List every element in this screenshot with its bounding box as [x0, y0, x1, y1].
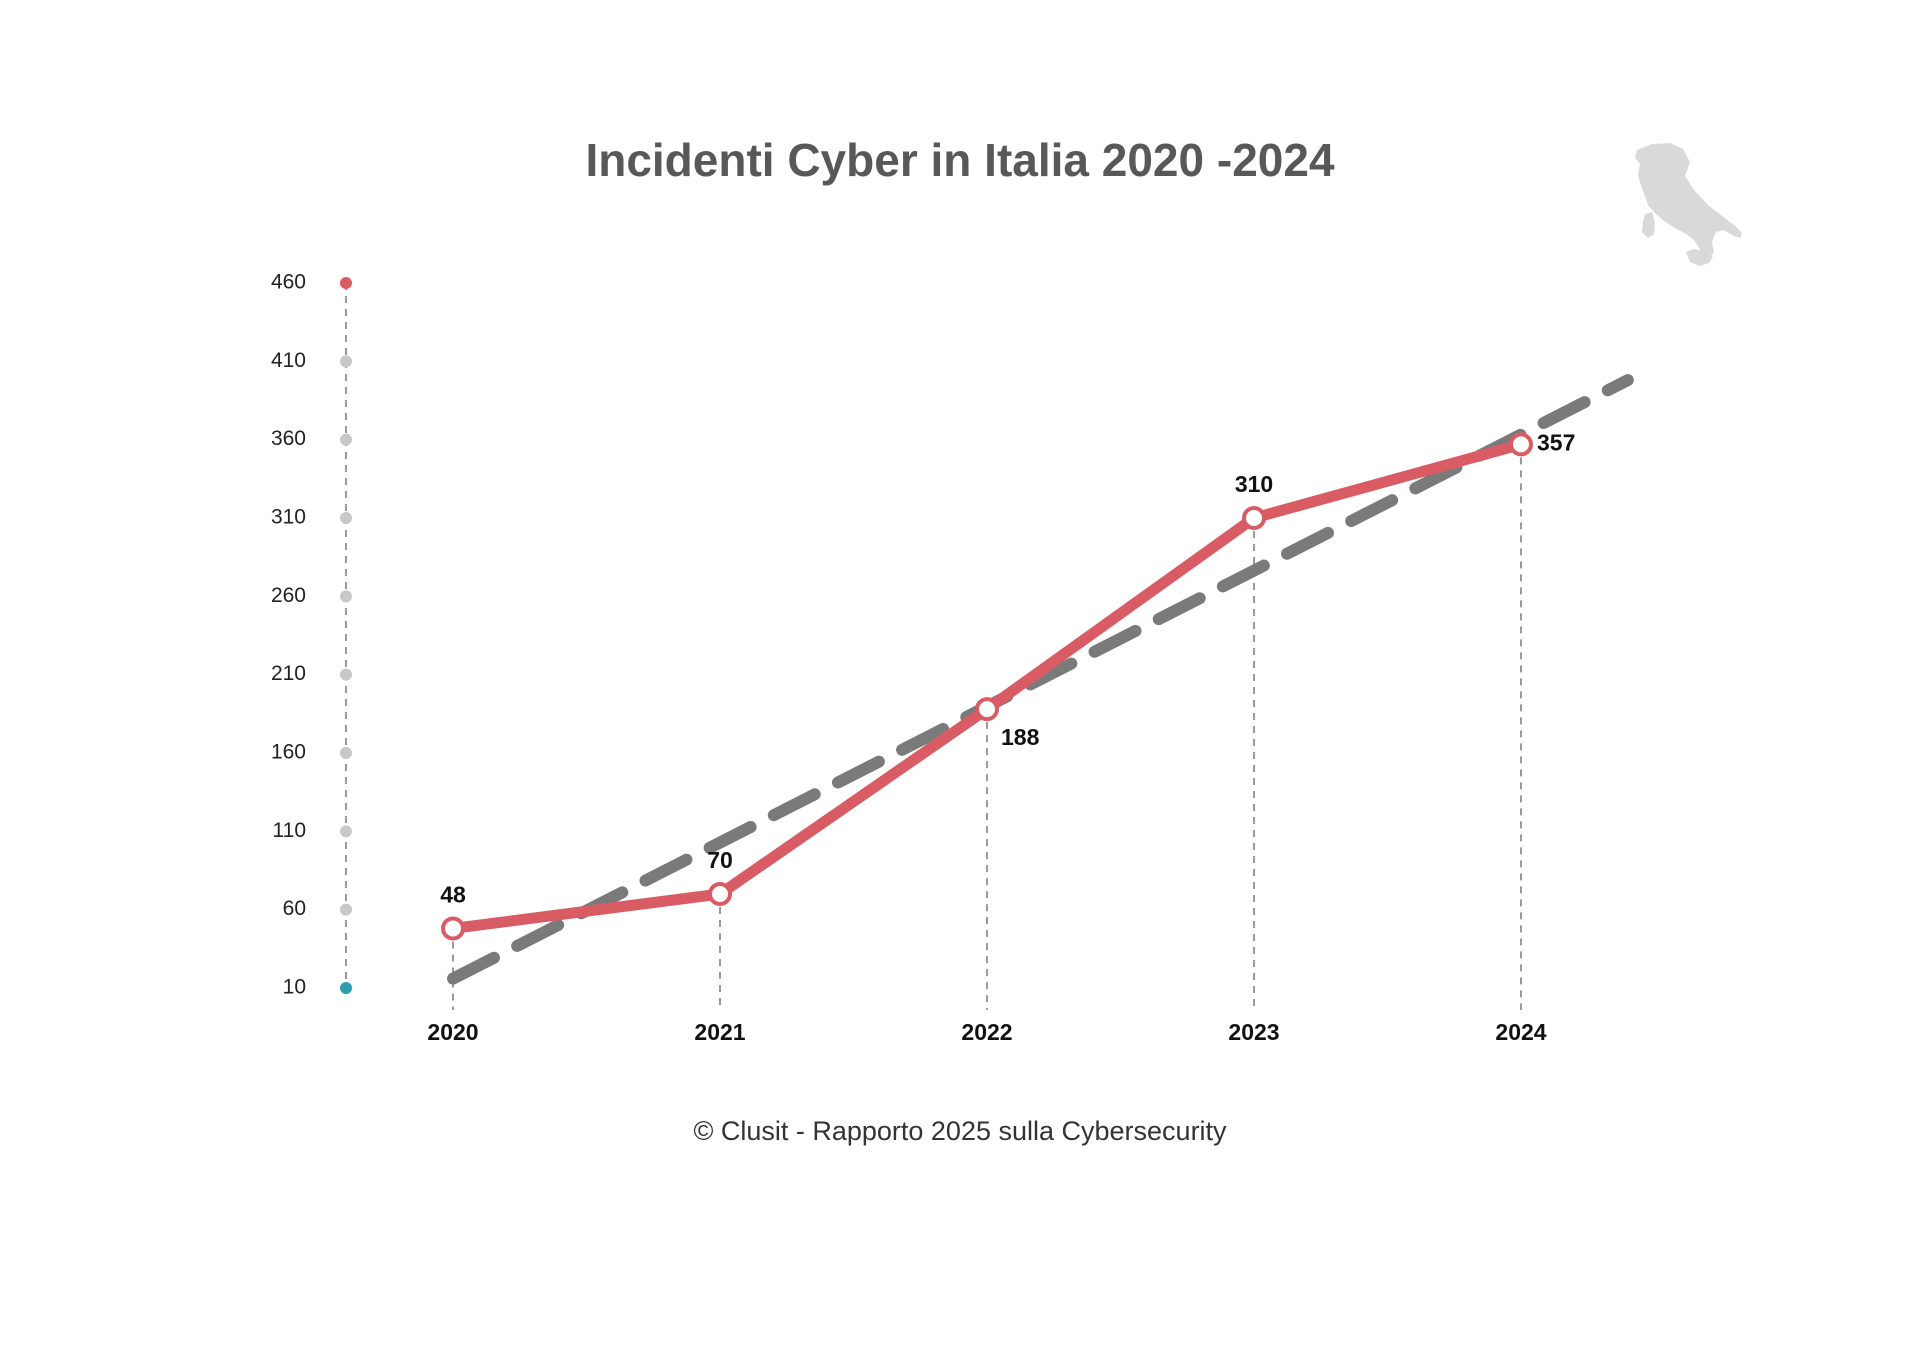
- y-tick-label: 360: [271, 427, 306, 450]
- y-axis-dot: [340, 590, 352, 603]
- data-point-marker: [441, 916, 465, 941]
- markers-layer: 48 70 188 310 357: [440, 429, 1575, 941]
- x-guides: [452, 444, 1522, 1010]
- y-axis-dot: [340, 433, 352, 446]
- x-tick-label: 2023: [1228, 1019, 1279, 1045]
- y-tick-label: 410: [271, 349, 306, 372]
- y-tick-label: 110: [273, 819, 306, 842]
- data-label: 48: [440, 882, 466, 908]
- y-axis-dot: [340, 355, 352, 368]
- x-tick-label: 2021: [694, 1019, 745, 1045]
- y-axis-dot: [340, 668, 352, 681]
- italy-map-icon: [1635, 143, 1742, 266]
- y-axis-dot: [340, 982, 352, 994]
- chart-title: Incidenti Cyber in Italia 2020 -2024: [585, 134, 1335, 186]
- y-tick-label: 60: [283, 897, 306, 920]
- data-label: 188: [1001, 724, 1040, 750]
- data-point-marker: [975, 697, 999, 722]
- copyright-footer: © Clusit - Rapporto 2025 sulla Cybersecu…: [693, 1116, 1227, 1146]
- data-label: 310: [1235, 471, 1273, 497]
- y-axis-dot: [340, 903, 352, 916]
- data-point-marker: [1509, 432, 1533, 457]
- y-axis: 460 410 360 310 260 210 160 110 60 10: [271, 271, 352, 999]
- y-axis-dot: [340, 512, 352, 524]
- trend-layer: [447, 374, 1634, 985]
- y-tick-label: 260: [271, 584, 306, 607]
- y-axis-dot: [340, 747, 352, 759]
- x-tick-label: 2024: [1495, 1019, 1546, 1045]
- y-axis-dot: [340, 277, 352, 289]
- data-point-marker: [708, 882, 732, 906]
- y-tick-label: 310: [271, 506, 306, 529]
- y-tick-label: 10: [283, 976, 306, 999]
- trend-line: [447, 374, 1634, 985]
- data-label: 357: [1537, 429, 1575, 455]
- y-tick-label: 210: [271, 662, 306, 685]
- data-label: 70: [707, 847, 733, 873]
- y-tick-label: 160: [271, 741, 306, 764]
- x-axis: 2020 2021 2022 2023 2024: [427, 1019, 1546, 1045]
- x-tick-label: 2022: [961, 1019, 1012, 1045]
- y-tick-label: 460: [271, 271, 306, 294]
- data-point-marker: [1242, 506, 1266, 530]
- y-axis-dot: [340, 825, 352, 838]
- x-tick-label: 2020: [427, 1019, 478, 1045]
